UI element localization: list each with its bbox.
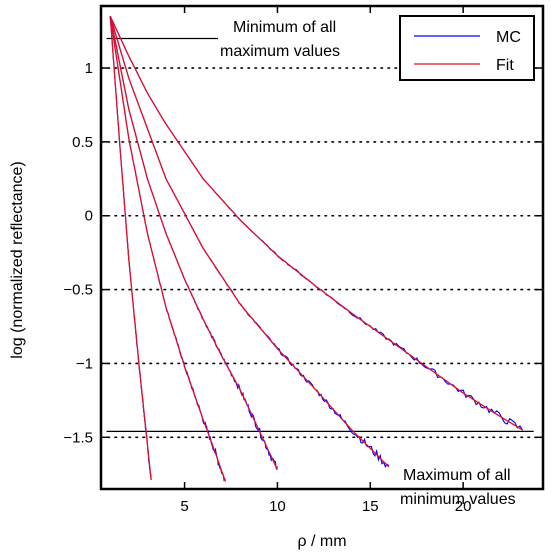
- series-fit-line: [109, 16, 152, 481]
- plot-frame: [99, 4, 545, 491]
- series-fit-line: [109, 16, 523, 431]
- x-tick-label: 15: [362, 498, 379, 515]
- y-tick-label: 0: [85, 208, 93, 225]
- legend: MC Fit: [399, 15, 535, 81]
- y-tick-label: 1: [85, 60, 93, 77]
- legend-mc-label: MC: [496, 29, 521, 46]
- reference-annotation: Minimum of all: [233, 19, 336, 36]
- reference-annotation: Maximum of all: [403, 467, 511, 484]
- legend-box: [399, 15, 535, 81]
- ticks: −1.5−1−0.500.515 10 15 20: [63, 6, 543, 515]
- reference-lines: [106, 37, 534, 432]
- legend-fit-label: Fit: [496, 57, 514, 74]
- y-tick-label: −1: [76, 355, 93, 372]
- x-tick-label: 5: [180, 498, 188, 515]
- series-group: [109, 16, 524, 482]
- series-fit-line: [109, 16, 390, 468]
- reference-annotation: minimum values: [400, 491, 516, 508]
- plot-area: [101, 6, 543, 489]
- y-tick-label: −1.5: [63, 429, 93, 446]
- x-axis-label: ρ / mm: [297, 533, 346, 550]
- y-axis-label: log (normalized reflectance): [9, 161, 26, 358]
- reference-annotation: maximum values: [220, 43, 340, 60]
- y-tick-label: −0.5: [63, 282, 93, 299]
- y-tick-label: 0.5: [72, 134, 93, 151]
- series-fit-line: [109, 16, 278, 471]
- series-fit-line: [109, 16, 227, 482]
- x-tick-label: 20: [455, 498, 472, 515]
- annotations: Minimum of all maximum values Maximum of a…: [220, 19, 516, 508]
- x-tick-label: 10: [269, 498, 286, 515]
